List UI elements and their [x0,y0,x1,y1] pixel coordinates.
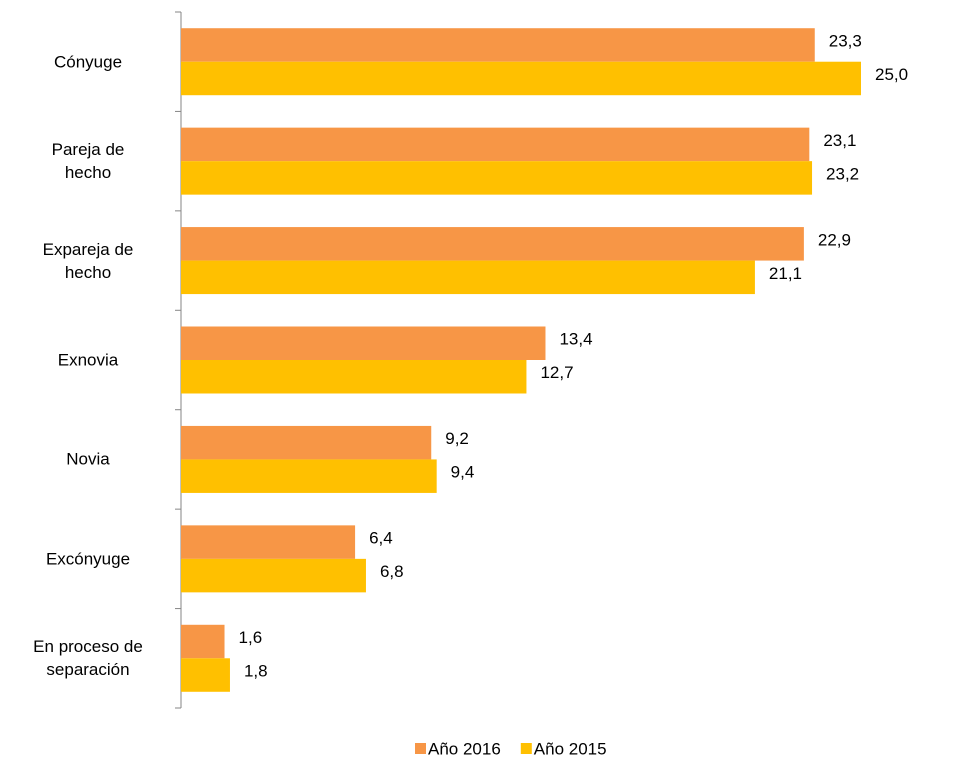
value-label: 21,1 [769,264,802,283]
legend-swatch [415,743,426,754]
bar [181,127,810,162]
category-label: Exnovia [57,350,119,370]
bar [181,227,804,261]
category-label: Novia [66,449,110,469]
value-label: 23,1 [823,131,856,150]
value-label: 25,0 [875,65,908,84]
value-label: 13,4 [559,330,592,349]
bar [181,558,366,593]
category-label: En proceso de separación [33,637,143,680]
bar [181,624,225,659]
category-label: Expareja de hecho [42,239,134,282]
category-label: Pareja de hecho [51,140,125,183]
bar [181,360,527,394]
bar [181,28,815,62]
category-label: Cónyuge [53,52,123,72]
bar [181,161,813,195]
value-label: 22,9 [818,230,851,249]
value-label: 12,7 [540,363,573,382]
bar [181,525,356,559]
value-label: 1,6 [239,628,263,647]
bar [181,326,546,360]
legend-label: Año 2016 [428,739,501,758]
value-label: 9,4 [451,463,475,482]
bar [181,658,230,692]
legend-label: Año 2015 [534,739,607,758]
bar [181,260,755,295]
bar [181,425,432,460]
value-label: 23,3 [829,31,862,50]
value-label: 9,2 [445,429,469,448]
category-label: Excónyuge [45,549,131,569]
value-label: 6,4 [369,529,393,548]
bar [181,459,437,493]
value-label: 23,2 [826,164,859,183]
bar [181,61,861,96]
value-label: 6,8 [380,562,404,581]
legend-swatch [520,743,532,754]
value-label: 1,8 [244,662,268,681]
